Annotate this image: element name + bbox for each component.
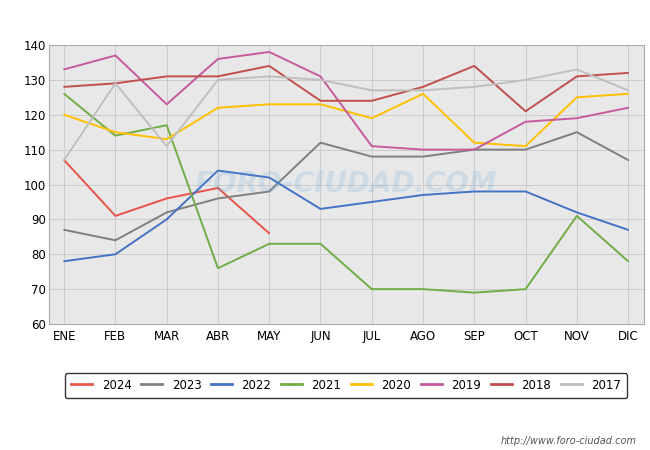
Legend: 2024, 2023, 2022, 2021, 2020, 2019, 2018, 2017: 2024, 2023, 2022, 2021, 2020, 2019, 2018… bbox=[65, 373, 627, 398]
Text: FORO-CIUDAD.COM: FORO-CIUDAD.COM bbox=[195, 171, 497, 198]
Text: Afiliados en Ojós a 31/5/2024: Afiliados en Ojós a 31/5/2024 bbox=[192, 11, 458, 30]
Text: http://www.foro-ciudad.com: http://www.foro-ciudad.com bbox=[501, 436, 637, 446]
